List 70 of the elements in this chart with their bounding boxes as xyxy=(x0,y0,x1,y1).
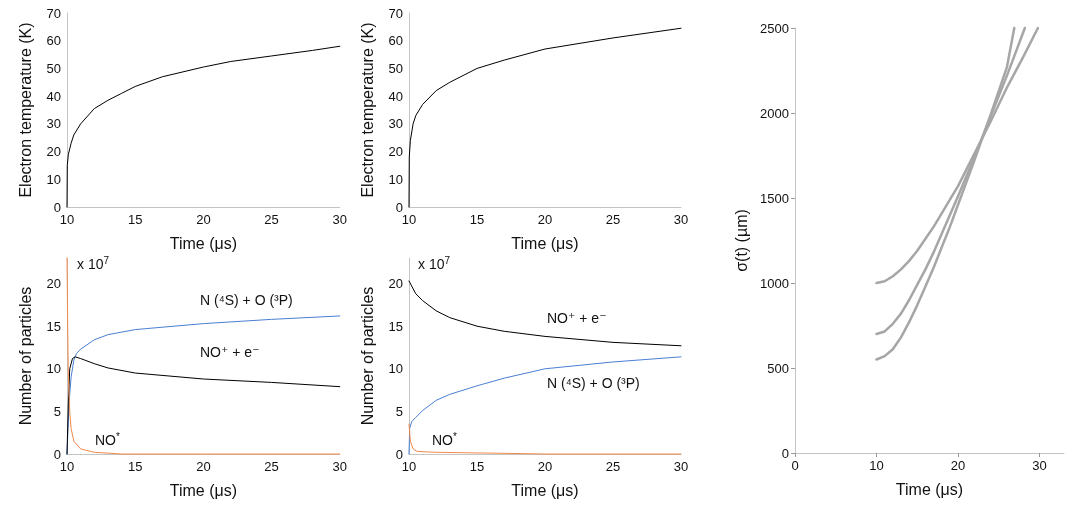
y-tick-label: 20 xyxy=(46,144,61,160)
y-tick-label: 1500 xyxy=(760,190,789,206)
y-tick-label: 2500 xyxy=(760,20,789,36)
y-axis-title: Number of particles xyxy=(16,286,34,426)
y-axis-title: Electron temperature (K) xyxy=(16,22,34,198)
y-tick-label: 20 xyxy=(46,276,61,292)
y-tick-label: 5 xyxy=(395,403,403,419)
y-tick-label: 0 xyxy=(395,446,403,462)
y-tick-label: 60 xyxy=(388,33,403,49)
y-tick-label: 40 xyxy=(46,88,61,104)
x-tick-label: 25 xyxy=(264,459,279,474)
y-tick-label: 0 xyxy=(395,199,403,215)
y-tick-label: 5 xyxy=(53,403,61,419)
x-tick-label: 25 xyxy=(605,212,621,227)
x-tick-label: 25 xyxy=(264,212,279,227)
y-tick-label: 50 xyxy=(46,60,61,76)
y-tick-label: 50 xyxy=(388,60,403,76)
x-axis-title: Time (μs) xyxy=(895,480,964,498)
x-tick-label: 25 xyxy=(605,459,621,474)
annotation: NO* xyxy=(432,430,457,448)
y-axis-title: Electron temperature (K) xyxy=(358,22,376,198)
x-tick-label: 20 xyxy=(196,459,211,474)
x-axis-title: Time (μs) xyxy=(169,481,238,499)
y-tick-label: 10 xyxy=(46,171,61,187)
y-tick-label: 10 xyxy=(388,171,403,187)
x-tick-label: 30 xyxy=(1032,458,1047,473)
y-tick-label: 15 xyxy=(46,318,61,334)
y-tick-label: 40 xyxy=(388,88,403,104)
x-tick-label: 20 xyxy=(950,458,966,473)
y-tick-label: 20 xyxy=(388,276,403,292)
y-tick-label: 0 xyxy=(53,446,61,462)
y-tick-label: 60 xyxy=(46,33,61,49)
x-tick-label: 20 xyxy=(537,212,553,227)
y-tick-label: 30 xyxy=(46,116,61,132)
y-tick-label: 0 xyxy=(53,199,61,215)
x-tick-label: 10 xyxy=(869,458,884,473)
y-tick-label: 2000 xyxy=(760,105,789,121)
x-tick-label: 30 xyxy=(332,212,347,227)
x-tick-label: 30 xyxy=(332,459,347,474)
annotation: NO⁺ + e⁻ xyxy=(200,344,260,360)
y-axis-title: σ(t) (µm) xyxy=(732,209,750,272)
x-tick-label: 15 xyxy=(127,212,143,227)
x-axis-title: Time (μs) xyxy=(511,234,579,252)
y-tick-label: 15 xyxy=(388,318,403,334)
x-tick-label: 15 xyxy=(469,459,485,474)
x-axis-title: Time (μs) xyxy=(511,481,579,499)
x-tick-label: 30 xyxy=(673,212,689,227)
y-tick-label: 10 xyxy=(388,361,403,377)
annotation: NO⁺ + e⁻ xyxy=(547,310,607,326)
y-tick-label: 0 xyxy=(781,445,789,461)
y-tick-label: 10 xyxy=(46,361,61,377)
x-tick-label: 15 xyxy=(469,212,485,227)
line-series xyxy=(408,280,682,347)
x-tick-label: 20 xyxy=(537,459,553,474)
line-series xyxy=(66,257,341,455)
annotation: N (⁴S) + O (³P) xyxy=(547,375,640,391)
y-tick-label: 30 xyxy=(388,116,403,132)
y-axis-title: Number of particles xyxy=(358,286,376,426)
x-tick-label: 0 xyxy=(791,458,799,473)
annotation: N (⁴S) + O (³P) xyxy=(200,292,293,308)
x-axis-title: Time (μs) xyxy=(169,234,238,252)
y-tick-label: 1000 xyxy=(760,275,789,291)
y-tick-label: 500 xyxy=(767,360,789,376)
x-tick-label: 30 xyxy=(673,459,689,474)
annotation: NO* xyxy=(95,430,120,448)
y-tick-label: 70 xyxy=(46,5,61,21)
x-tick-label: 20 xyxy=(196,212,211,227)
y-tick-label: 20 xyxy=(388,144,403,160)
y-tick-label: 70 xyxy=(388,5,403,21)
x-tick-label: 15 xyxy=(127,459,143,474)
